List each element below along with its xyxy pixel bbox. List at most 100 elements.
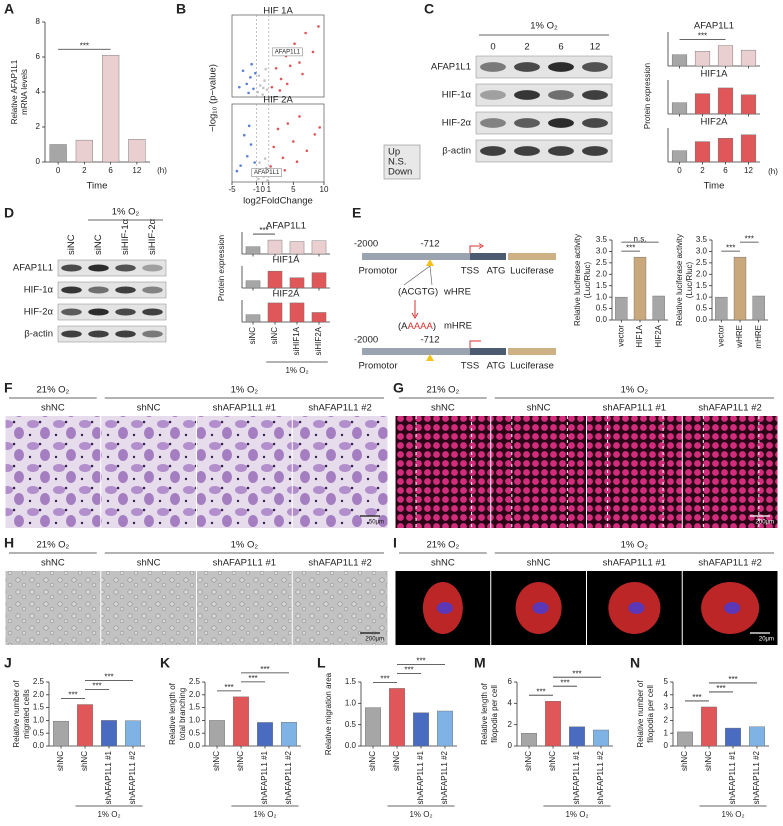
cell-nucleus [628,602,645,614]
cell-nucleus [436,602,453,614]
bar [752,295,765,321]
luciferase-label: Luciferase [510,361,554,372]
sig-label: *** [626,243,635,252]
sig-label: *** [259,226,268,235]
x-tick-label: siHIF2A [314,326,323,355]
y-axis-label: mRNA levels [20,69,29,115]
bar [694,141,711,163]
sig-label: *** [224,683,233,692]
facet-title: AFAP1L1 [694,21,734,32]
point [252,87,255,91]
promoter-diagram: -2000 -712 Promotor TSS ATG Luciferase (… [354,239,556,372]
point [249,143,253,146]
x-tick-label: 1 [267,185,272,194]
x-tick-label: shNC [80,751,89,771]
bar [740,49,757,67]
sig-label: *** [248,674,257,683]
y-tick-label: 1.0 [189,716,201,725]
y-axis-label: Relative migration area [324,672,333,755]
blot-strip [475,83,613,107]
sig-label: *** [726,243,735,252]
group-label: shAFAP1L1 #2 [308,403,371,414]
blot-band [514,118,540,128]
sig-label: *** [716,684,725,693]
y-tick-label: 2 [664,716,669,725]
condition-label: 1% O₂ [621,540,649,551]
y-tick-label: 0.5 [596,304,608,313]
y-tick-label: 0 [664,741,669,750]
bar [437,710,453,747]
blot-strip [57,281,167,299]
blot-band [88,308,109,316]
y-axis-label: Relative luciferase activity [573,234,582,326]
tss-label: TSS [461,266,479,277]
mutation-arrowhead [411,312,419,319]
bar [671,150,688,163]
bar [677,731,693,747]
bar [615,296,628,321]
facet-title: HIF1A [273,255,301,266]
sig-label: *** [572,669,581,678]
point [239,164,242,167]
point [250,62,253,66]
point [281,156,285,160]
y-tick-label: 5 [664,677,669,686]
zoom-line [403,265,431,286]
bar [281,721,297,747]
promoter-bar [362,253,470,260]
y-tick-label: 0.0 [189,741,201,750]
facet-title: HIF1A [701,69,729,80]
blot-band [115,308,136,316]
point [285,82,289,86]
point [256,90,260,94]
blot-strip [475,55,613,79]
position-label: -2000 [354,335,378,346]
micrograph [292,416,388,528]
y-axis-label: Relative AFAP1L1 [10,59,19,124]
bar [749,726,765,747]
y-tick-label: 8 [36,17,41,26]
position-label: -712 [420,335,439,346]
group-label: shNC [527,558,551,569]
blot-band [142,264,163,272]
sig-label: *** [68,691,77,700]
y-tick-label: 0.0 [345,741,357,750]
bar [267,270,283,289]
y-tick-label: 1.0 [33,716,45,725]
y-tick-label: 2.5 [696,258,708,267]
point [257,74,261,77]
luciferase-bar [508,253,556,260]
row-label: HIF-2α [24,307,54,318]
y-tick-label: 1.5 [345,677,357,686]
x-tick-label: shAFAP1L1 #1 [260,750,269,804]
bar [101,720,117,747]
micrograph [491,416,586,528]
y-axis-label: Relative length of [480,682,489,745]
blot-band [88,330,109,338]
y-tick-label: 1.0 [345,698,357,707]
sig-label: *** [692,693,701,702]
y-tick-label: 2.0 [33,690,45,699]
y-tick-label: 2.0 [596,269,608,278]
x-tick-label: mHRE [754,325,763,349]
point [274,67,278,70]
x-tick-label: shNC [704,751,713,771]
y-axis-label: filopodia per cell [646,685,655,743]
x-tick-label: shNC [680,751,689,771]
panel-letter: E [352,205,361,221]
blot-band [61,330,82,338]
panel-letter: B [176,1,186,17]
zoom-line [429,265,433,286]
blot-band [582,146,608,156]
point [261,93,264,96]
group-label: 1% O₂ [565,810,588,819]
sig-label: *** [698,32,707,41]
blot-band [582,118,608,128]
y-axis-label: Protein expression [643,63,652,129]
bar [569,726,585,747]
scale-label: 200μm [366,637,384,643]
blot-strip [57,259,167,277]
bar [267,239,283,255]
point [298,61,301,64]
